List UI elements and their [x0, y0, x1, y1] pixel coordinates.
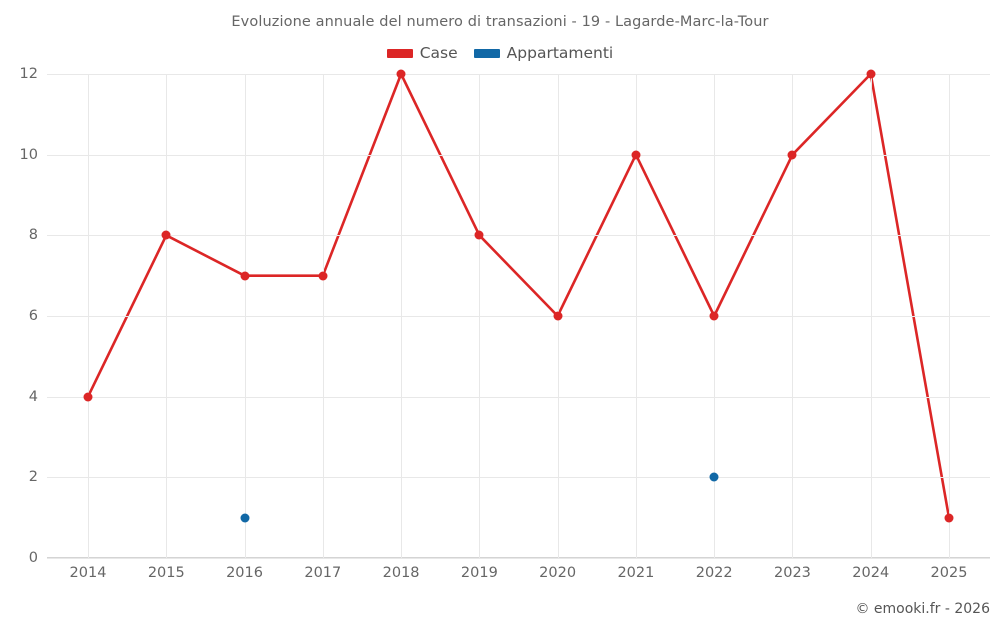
data-point-case[interactable]	[631, 150, 641, 160]
y-axis-tick-label: 4	[28, 388, 38, 405]
y-axis-tick-label: 0	[28, 550, 38, 566]
x-axis-tick-label: 2015	[147, 565, 185, 581]
legend-label: Appartamenti	[506, 44, 614, 62]
data-point-case[interactable]	[396, 69, 406, 79]
gridline-vertical	[479, 74, 481, 558]
legend-item-case[interactable]: Case	[386, 44, 458, 62]
gridline-horizontal	[47, 558, 990, 559]
gridline-horizontal	[47, 154, 990, 156]
plot-area	[47, 69, 990, 559]
x-axis-tick-label: 2018	[382, 565, 420, 581]
data-point-case[interactable]	[83, 392, 93, 402]
data-point-case[interactable]	[787, 150, 797, 160]
gridline-vertical	[88, 74, 89, 558]
x-axis-tick-label: 2025	[930, 565, 968, 581]
page-title: Evoluzione annuale del numero di transaz…	[231, 14, 769, 30]
data-point-case[interactable]	[240, 271, 250, 281]
x-axis: 2014 2015 2016 2017 2018 2019 2020 2021 2022 2023…	[47, 558, 990, 588]
x-axis-tick-label: 2020	[539, 565, 577, 581]
data-point-case[interactable]	[944, 513, 954, 523]
gridline-horizontal	[47, 396, 990, 398]
data-point-appartamenti[interactable]	[240, 513, 250, 523]
x-axis-baseline	[47, 557, 990, 558]
gridline-vertical	[635, 74, 637, 558]
series-line-case	[86, 72, 951, 519]
gridline-vertical	[949, 74, 950, 558]
data-point-case[interactable]	[161, 230, 171, 240]
gridline-horizontal	[47, 316, 990, 317]
x-axis-tick-label: 2014	[69, 565, 107, 581]
x-axis-tick-label: 2019	[460, 565, 498, 581]
data-point-case[interactable]	[709, 311, 719, 321]
gridline-vertical	[322, 74, 324, 558]
x-axis-tick-label: 2016	[226, 565, 263, 581]
gridline-vertical	[401, 74, 403, 558]
x-axis-tick-label: 2022	[695, 565, 733, 581]
gridline-horizontal	[47, 477, 990, 479]
data-point-appartamenti[interactable]	[709, 472, 719, 482]
copyright-credit: © emooki.fr - 2026	[855, 601, 990, 617]
data-point-case[interactable]	[474, 230, 484, 240]
data-point-case[interactable]	[318, 271, 328, 281]
legend-item-appartamenti[interactable]: Appartamenti	[473, 44, 614, 62]
legend-label: Case	[419, 44, 458, 62]
y-axis-tick-label: 6	[28, 308, 38, 324]
y-axis-tick-label: 8	[28, 227, 38, 244]
gridline-vertical	[870, 74, 872, 558]
y-axis: 0 2 4 6 8 10 12	[0, 66, 38, 566]
chart-legend: Case Appartamenti	[0, 44, 1000, 62]
legend-swatch-icon	[473, 48, 500, 58]
gridline-horizontal	[47, 235, 990, 237]
gridline-vertical	[244, 74, 246, 558]
gridline-vertical	[792, 74, 794, 558]
series-lines	[86, 72, 951, 519]
x-axis-tick-label: 2021	[617, 565, 655, 581]
y-axis-tick-label: 10	[19, 146, 38, 163]
data-point-case[interactable]	[866, 69, 876, 79]
gridline-vertical	[166, 74, 168, 558]
y-axis-tick-label: 12	[19, 66, 38, 82]
x-axis-tick-label: 2023	[774, 565, 811, 581]
x-axis-tick-label: 2024	[852, 565, 890, 581]
y-axis-tick-label: 2	[28, 469, 38, 486]
gridline-horizontal	[47, 74, 990, 75]
legend-swatch-icon	[386, 48, 413, 58]
data-point-case[interactable]	[553, 311, 563, 321]
x-axis-tick-label: 2017	[304, 565, 342, 581]
